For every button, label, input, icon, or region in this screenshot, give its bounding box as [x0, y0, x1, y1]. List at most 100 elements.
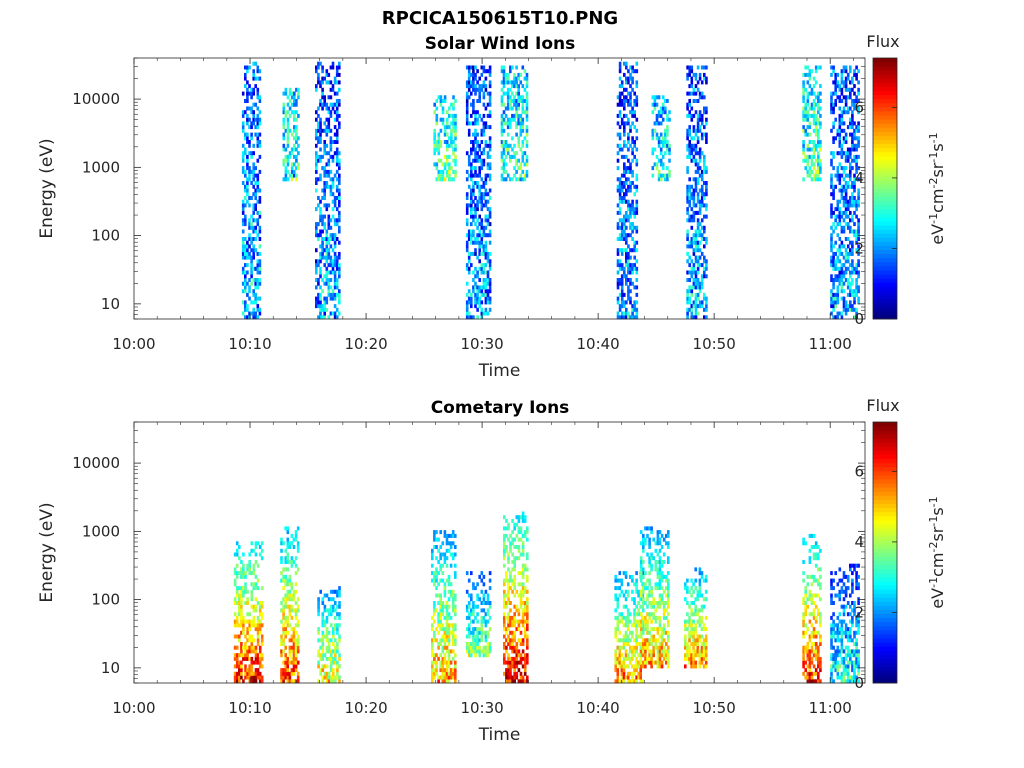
heatmap-cell: [258, 214, 262, 219]
heatmap-cell: [484, 630, 488, 635]
heatmap-cell: [620, 619, 624, 624]
heatmap-cell: [623, 237, 626, 241]
heatmap-cell: [256, 76, 260, 81]
heatmap-cell: [853, 188, 856, 193]
heatmap-cell: [616, 586, 620, 591]
heatmap-cell: [338, 638, 341, 643]
heatmap-cell: [830, 240, 833, 245]
heatmap-cell: [433, 671, 436, 676]
heatmap-cell: [502, 177, 506, 182]
heatmap-cell: [631, 87, 634, 92]
heatmap-cell: [692, 87, 696, 92]
heatmap-cell: [525, 143, 529, 148]
heatmap-cell: [686, 270, 689, 275]
heatmap-cell: [696, 99, 700, 103]
heatmap-cell: [288, 589, 292, 594]
colorbar-step: [873, 282, 897, 287]
heatmap-cell: [290, 656, 294, 661]
heatmap-cell: [474, 304, 477, 309]
heatmap-cell: [241, 203, 245, 208]
heatmap-cell: [690, 143, 694, 148]
heatmap-cell: [517, 653, 521, 658]
heatmap-cell: [846, 95, 850, 100]
heatmap-cell: [448, 136, 451, 141]
heatmap-cell: [620, 222, 624, 227]
heatmap-cell: [629, 222, 632, 227]
heatmap-cell: [644, 571, 647, 576]
heatmap-cell: [519, 72, 523, 77]
heatmap-cell: [853, 121, 856, 126]
heatmap-cell: [454, 173, 457, 178]
heatmap-cell: [295, 87, 298, 92]
heatmap-cell: [620, 285, 624, 290]
heatmap-cell: [244, 237, 247, 241]
heatmap-cell: [635, 589, 638, 594]
heatmap-cell: [478, 285, 481, 290]
heatmap-cell: [511, 642, 514, 646]
heatmap-cell: [284, 675, 287, 680]
heatmap-cell: [635, 95, 639, 100]
heatmap-cell: [629, 76, 632, 81]
heatmap-cell: [509, 574, 512, 579]
heatmap-cell: [851, 147, 854, 152]
heatmap-cell: [625, 218, 628, 223]
heatmap-cell: [836, 177, 840, 182]
heatmap-cell: [851, 117, 854, 122]
heatmap-cell: [853, 196, 856, 200]
heatmap-cell: [246, 166, 249, 171]
heatmap-cell: [626, 679, 630, 684]
heatmap-cell: [804, 132, 807, 137]
heatmap-cell: [439, 642, 442, 646]
heatmap-cell: [244, 132, 247, 137]
heatmap-cell: [452, 106, 455, 111]
heatmap-cell: [505, 518, 508, 523]
heatmap-cell: [248, 196, 251, 200]
heatmap-cell: [441, 608, 445, 613]
heatmap-cell: [244, 136, 247, 141]
heatmap-cell: [526, 608, 529, 613]
heatmap-cell: [474, 147, 477, 152]
heatmap-cell: [319, 259, 322, 264]
heatmap-cell: [832, 102, 835, 107]
heatmap-cell: [486, 214, 490, 219]
heatmap-cell: [517, 166, 520, 171]
heatmap-cell: [443, 634, 447, 639]
heatmap-cell: [513, 660, 516, 665]
heatmap-cell: [280, 668, 283, 673]
heatmap-cell: [437, 140, 441, 144]
heatmap-cell: [517, 649, 521, 654]
heatmap-cell: [293, 136, 296, 141]
heatmap-cell: [321, 87, 324, 92]
heatmap-cell: [525, 102, 529, 107]
heatmap-cell: [482, 251, 486, 256]
heatmap-cell: [690, 65, 694, 70]
heatmap-cell: [256, 140, 260, 144]
heatmap-cell: [851, 270, 854, 275]
heatmap-cell: [325, 259, 329, 264]
heatmap-cell: [656, 601, 660, 605]
heatmap-cell: [819, 65, 822, 70]
heatmap-cell: [703, 196, 706, 200]
heatmap-cell: [331, 207, 335, 212]
heatmap-cell: [482, 158, 486, 163]
heatmap-cell: [503, 515, 506, 520]
heatmap-cell: [248, 285, 251, 290]
heatmap-cell: [435, 586, 438, 591]
heatmap-cell: [286, 158, 290, 163]
heatmap-cell: [315, 270, 318, 275]
heatmap-cell: [280, 642, 283, 646]
heatmap-cell: [244, 263, 247, 268]
heatmap-cell: [509, 642, 512, 646]
heatmap-cell: [656, 586, 660, 591]
heatmap-cell: [625, 225, 628, 230]
heatmap-cell: [256, 296, 260, 301]
heatmap-cell: [335, 158, 339, 163]
heatmap-cell: [484, 181, 488, 185]
heatmap-cell: [639, 619, 643, 624]
heatmap-cell: [844, 196, 848, 200]
heatmap-cell: [321, 251, 324, 256]
heatmap-cell: [686, 296, 689, 301]
heatmap-cell: [244, 307, 247, 312]
heatmap-cell: [635, 612, 638, 617]
heatmap-cell: [431, 653, 434, 658]
